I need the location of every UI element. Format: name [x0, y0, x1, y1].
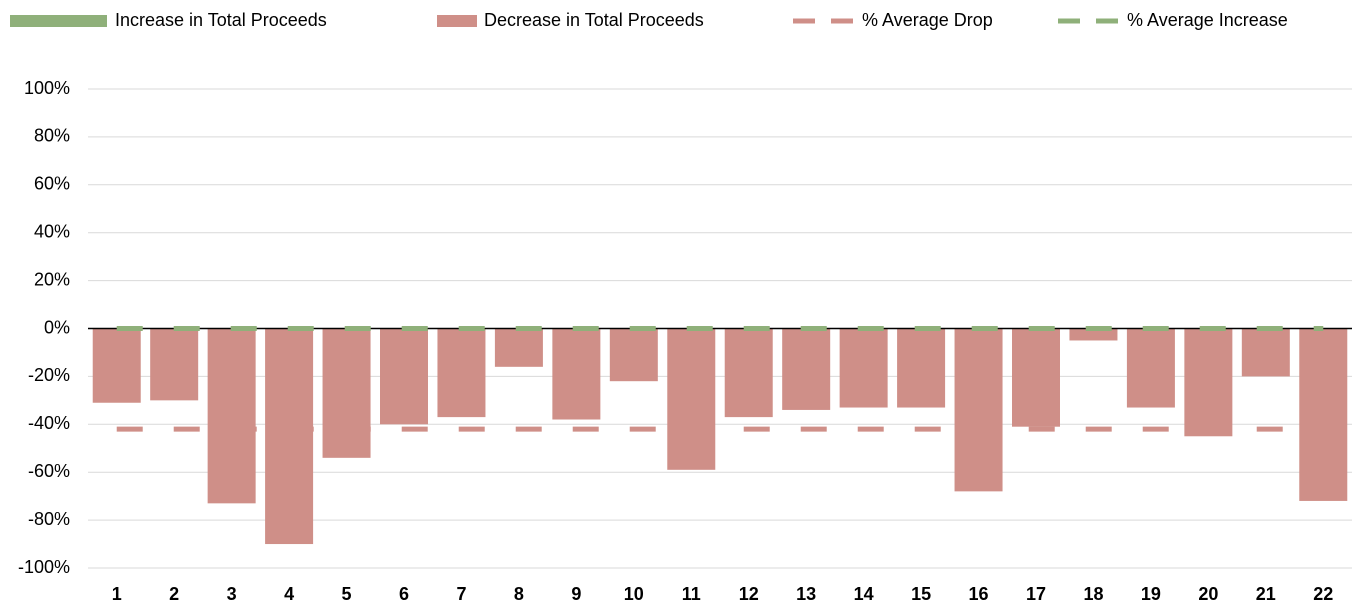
y-tick-label: 100%: [24, 78, 70, 98]
bar: [724, 328, 773, 418]
bar: [1069, 328, 1118, 341]
x-tick-label: 12: [739, 584, 759, 604]
x-tick-label: 15: [911, 584, 931, 604]
x-tick-label: 10: [624, 584, 644, 604]
x-tick-label: 16: [969, 584, 989, 604]
x-tick-label: 7: [456, 584, 466, 604]
y-tick-label: -60%: [28, 461, 70, 481]
y-tick-label: 20%: [34, 269, 70, 289]
bar: [1299, 328, 1348, 501]
bar: [954, 328, 1003, 492]
y-tick-label: -40%: [28, 413, 70, 433]
x-tick-label: 21: [1256, 584, 1276, 604]
x-tick-label: 13: [796, 584, 816, 604]
legend-label: Decrease in Total Proceeds: [484, 10, 704, 30]
bar: [150, 328, 199, 401]
legend-label: % Average Drop: [862, 10, 993, 30]
x-tick-label: 2: [169, 584, 179, 604]
y-tick-label: -80%: [28, 509, 70, 529]
x-tick-label: 20: [1198, 584, 1218, 604]
x-tick-label: 4: [284, 584, 294, 604]
bar: [1184, 328, 1233, 437]
bar: [897, 328, 946, 408]
legend-label: Increase in Total Proceeds: [115, 10, 327, 30]
x-tick-label: 1: [112, 584, 122, 604]
y-tick-label: -100%: [18, 557, 70, 577]
bar: [609, 328, 658, 382]
bar: [437, 328, 486, 418]
legend-swatch: [437, 15, 477, 27]
x-tick-label: 3: [227, 584, 237, 604]
bar: [322, 328, 371, 458]
bar: [782, 328, 831, 410]
x-tick-label: 8: [514, 584, 524, 604]
y-tick-label: 60%: [34, 174, 70, 194]
x-tick-label: 19: [1141, 584, 1161, 604]
x-tick-label: 17: [1026, 584, 1046, 604]
legend-label: % Average Increase: [1127, 10, 1288, 30]
y-tick-label: 40%: [34, 221, 70, 241]
x-tick-label: 18: [1083, 584, 1103, 604]
bar: [1012, 328, 1060, 427]
bar: [1126, 328, 1175, 408]
y-tick-label: -20%: [28, 365, 70, 385]
y-tick-label: 80%: [34, 126, 70, 146]
bar: [839, 328, 888, 408]
bar: [265, 328, 314, 545]
x-tick-label: 11: [682, 584, 701, 604]
x-tick-label: 6: [399, 584, 409, 604]
x-tick-label: 14: [854, 584, 874, 604]
bar: [380, 328, 428, 425]
legend-swatch: [10, 15, 107, 27]
bar: [667, 328, 716, 470]
x-tick-label: 9: [571, 584, 581, 604]
bar: [494, 328, 543, 367]
bar: [552, 328, 601, 420]
bar: [207, 328, 256, 504]
y-tick-label: 0%: [44, 317, 70, 337]
x-tick-label: 22: [1313, 584, 1333, 604]
bar: [1241, 328, 1290, 377]
x-tick-label: 5: [342, 584, 352, 604]
bar: [92, 328, 141, 403]
